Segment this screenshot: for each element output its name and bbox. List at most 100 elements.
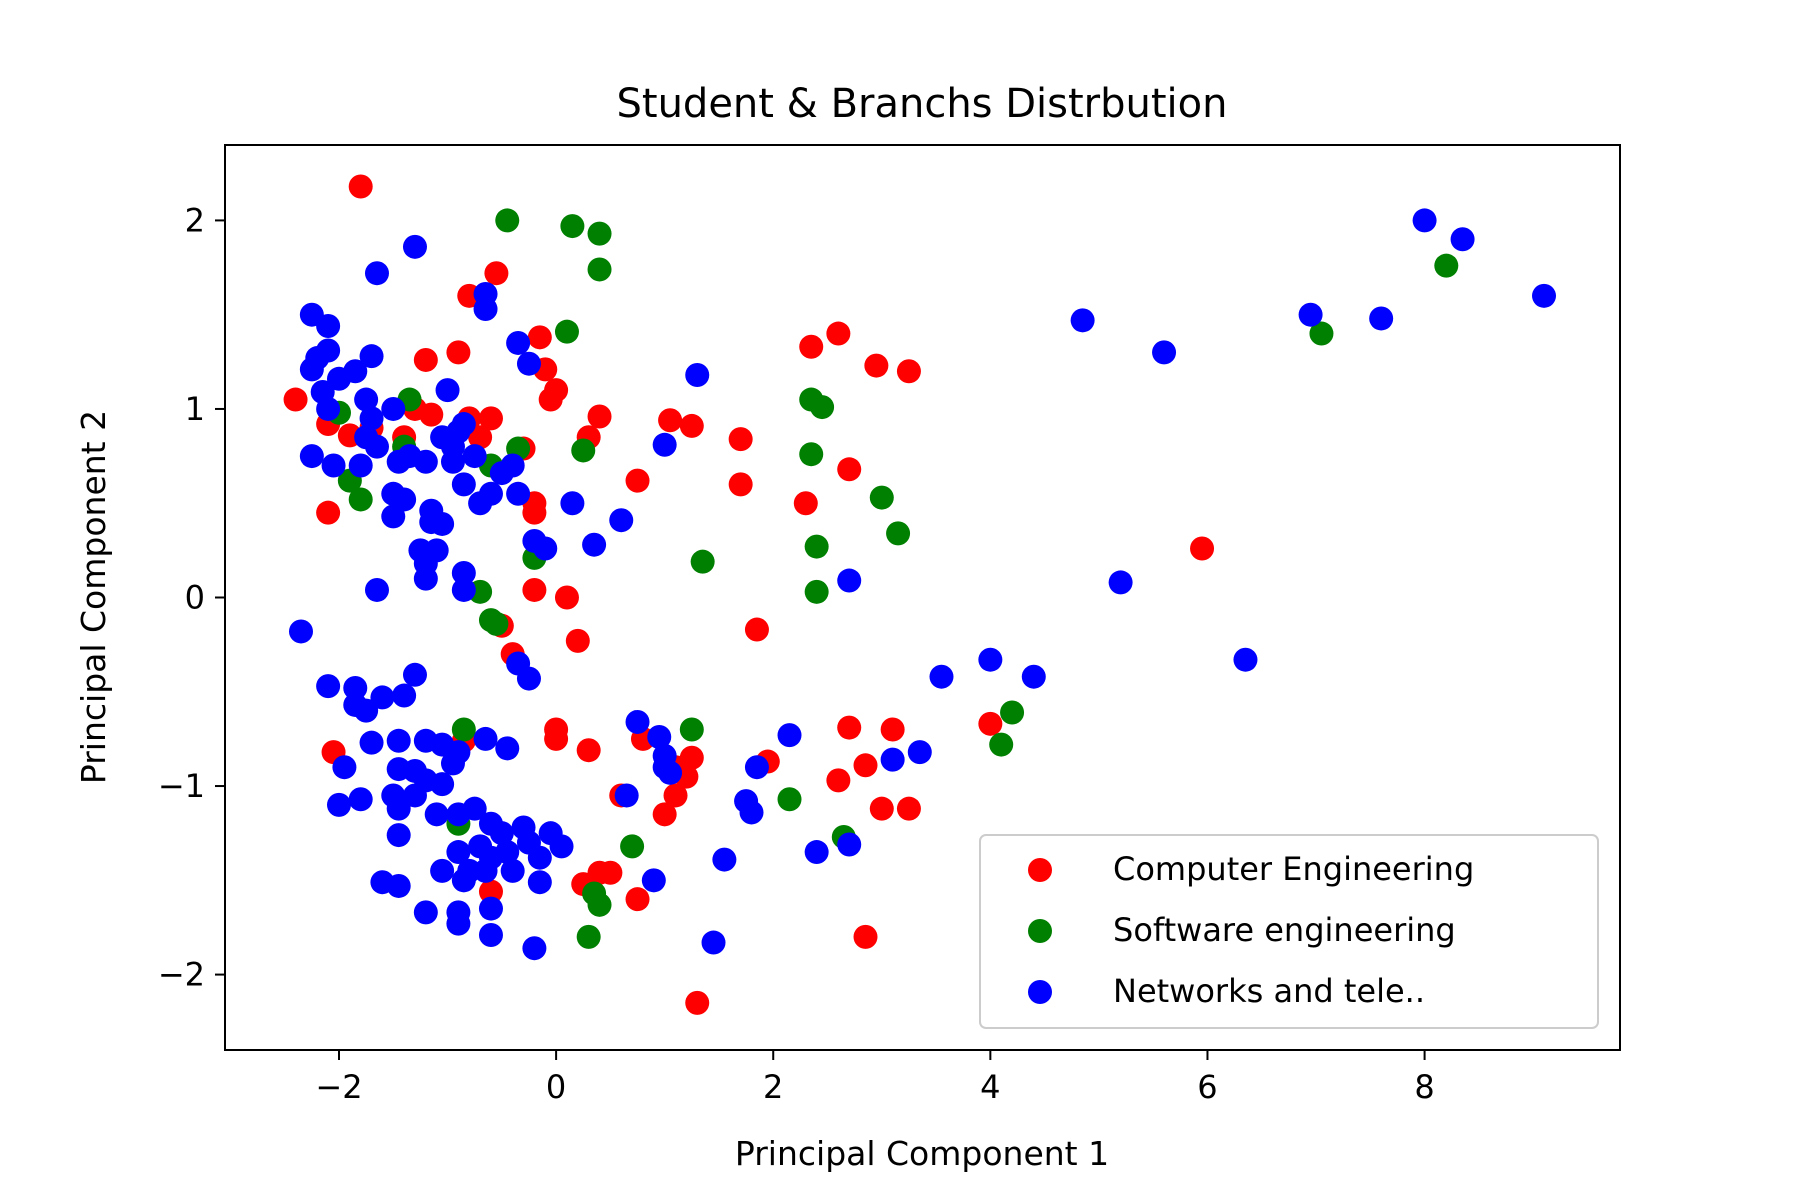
point-computer-engineering-57 xyxy=(853,753,878,778)
point-networks-and-tele-121 xyxy=(451,868,476,893)
point-networks-and-tele-39 xyxy=(321,453,346,478)
point-networks-and-tele-3 xyxy=(316,338,341,363)
point-networks-and-tele-21 xyxy=(381,396,406,421)
point-networks-and-tele-67 xyxy=(1412,208,1437,233)
point-networks-and-tele-4 xyxy=(299,357,324,382)
point-computer-engineering-36 xyxy=(522,577,547,602)
chart-title: Student & Branchs Distrbution xyxy=(617,81,1228,127)
point-networks-and-tele-139 xyxy=(777,723,802,748)
point-software-engineering-31 xyxy=(620,834,645,859)
point-computer-engineering-61 xyxy=(978,711,1003,736)
point-networks-and-tele-53 xyxy=(364,577,389,602)
point-networks-and-tele-134 xyxy=(658,760,683,785)
point-networks-and-tele-40 xyxy=(348,453,373,478)
point-computer-engineering-39 xyxy=(744,617,769,642)
point-networks-and-tele-37 xyxy=(506,481,531,506)
point-software-engineering-1 xyxy=(560,214,585,239)
y-tick-label-0: −2 xyxy=(158,956,205,994)
point-networks-and-tele-101 xyxy=(386,823,411,848)
point-software-engineering-36 xyxy=(1434,253,1459,278)
point-networks-and-tele-32 xyxy=(451,472,476,497)
point-networks-and-tele-71 xyxy=(978,647,1003,672)
point-software-engineering-24 xyxy=(484,611,509,636)
point-networks-and-tele-77 xyxy=(354,698,379,723)
point-computer-engineering-46 xyxy=(576,738,601,763)
point-software-engineering-35 xyxy=(576,924,601,949)
point-computer-engineering-1 xyxy=(283,387,308,412)
x-tick-label-4: 6 xyxy=(1197,1068,1217,1106)
y-tick-label-2: 0 xyxy=(185,579,205,617)
point-networks-and-tele-57 xyxy=(560,491,585,516)
point-computer-engineering-0 xyxy=(348,174,373,199)
point-networks-and-tele-7 xyxy=(359,344,384,369)
point-networks-and-tele-97 xyxy=(386,796,411,821)
x-tick-label-2: 2 xyxy=(763,1068,783,1106)
point-networks-and-tele-119 xyxy=(500,858,525,883)
point-computer-engineering-19 xyxy=(522,500,547,525)
point-networks-and-tele-6 xyxy=(343,359,368,384)
point-networks-and-tele-11 xyxy=(473,297,498,322)
point-computer-engineering-24 xyxy=(679,413,704,438)
point-networks-and-tele-73 xyxy=(929,664,954,689)
point-networks-and-tele-144 xyxy=(712,847,737,872)
point-networks-and-tele-24 xyxy=(413,449,438,474)
y-tick-label-3: 1 xyxy=(185,390,205,428)
point-networks-and-tele-116 xyxy=(430,858,455,883)
point-computer-engineering-25 xyxy=(728,427,753,452)
y-tick-label-1: −1 xyxy=(158,767,205,805)
point-computer-engineering-26 xyxy=(728,472,753,497)
point-networks-and-tele-43 xyxy=(381,504,406,529)
point-networks-and-tele-136 xyxy=(744,755,769,780)
point-software-engineering-37 xyxy=(1309,321,1334,346)
point-networks-and-tele-110 xyxy=(446,840,471,865)
point-computer-engineering-60 xyxy=(896,796,921,821)
point-computer-engineering-66 xyxy=(853,924,878,949)
point-computer-engineering-64 xyxy=(598,860,623,885)
point-computer-engineering-40 xyxy=(1190,536,1215,561)
point-computer-engineering-12 xyxy=(468,425,493,450)
point-networks-and-tele-106 xyxy=(489,821,514,846)
point-computer-engineering-52 xyxy=(663,783,688,808)
point-networks-and-tele-66 xyxy=(1369,306,1394,331)
legend-label-software-engineering: Software engineering xyxy=(1113,911,1456,949)
point-computer-engineering-22 xyxy=(625,468,650,493)
point-computer-engineering-23 xyxy=(658,408,683,433)
point-computer-engineering-7 xyxy=(446,340,471,365)
point-networks-and-tele-12 xyxy=(506,330,531,355)
point-computer-engineering-58 xyxy=(869,796,894,821)
point-software-engineering-12 xyxy=(571,438,596,463)
point-networks-and-tele-142 xyxy=(804,840,829,865)
point-networks-and-tele-16 xyxy=(316,396,341,421)
point-software-engineering-17 xyxy=(886,521,911,546)
legend-label-computer-engineering: Computer Engineering xyxy=(1113,850,1474,888)
point-computer-engineering-30 xyxy=(896,359,921,384)
point-networks-and-tele-126 xyxy=(446,911,471,936)
points-layer xyxy=(283,174,1557,1015)
point-computer-engineering-33 xyxy=(316,500,341,525)
point-networks-and-tele-138 xyxy=(739,800,764,825)
point-software-engineering-0 xyxy=(495,208,520,233)
point-computer-engineering-59 xyxy=(880,717,905,742)
x-tick-label-0: −2 xyxy=(315,1068,362,1106)
point-software-engineering-4 xyxy=(554,319,579,344)
x-tick-label-3: 4 xyxy=(980,1068,1000,1106)
point-networks-and-tele-130 xyxy=(625,709,650,734)
point-networks-and-tele-98 xyxy=(402,783,427,808)
point-networks-and-tele-99 xyxy=(348,787,373,812)
point-networks-and-tele-74 xyxy=(316,674,341,699)
point-computer-engineering-67 xyxy=(685,990,710,1015)
point-networks-and-tele-14 xyxy=(685,363,710,388)
point-networks-and-tele-79 xyxy=(392,683,417,708)
point-networks-and-tele-59 xyxy=(609,508,634,533)
point-networks-and-tele-141 xyxy=(907,740,932,765)
point-networks-and-tele-124 xyxy=(413,900,438,925)
point-software-engineering-25 xyxy=(451,717,476,742)
point-computer-engineering-29 xyxy=(864,353,889,378)
legend-marker-software-engineering xyxy=(1028,919,1052,943)
point-networks-and-tele-61 xyxy=(837,568,862,593)
point-networks-and-tele-127 xyxy=(478,896,503,921)
y-axis-label: Principal Component 2 xyxy=(74,410,113,784)
point-networks-and-tele-123 xyxy=(386,873,411,898)
point-networks-and-tele-146 xyxy=(701,930,726,955)
point-software-engineering-18 xyxy=(804,534,829,559)
